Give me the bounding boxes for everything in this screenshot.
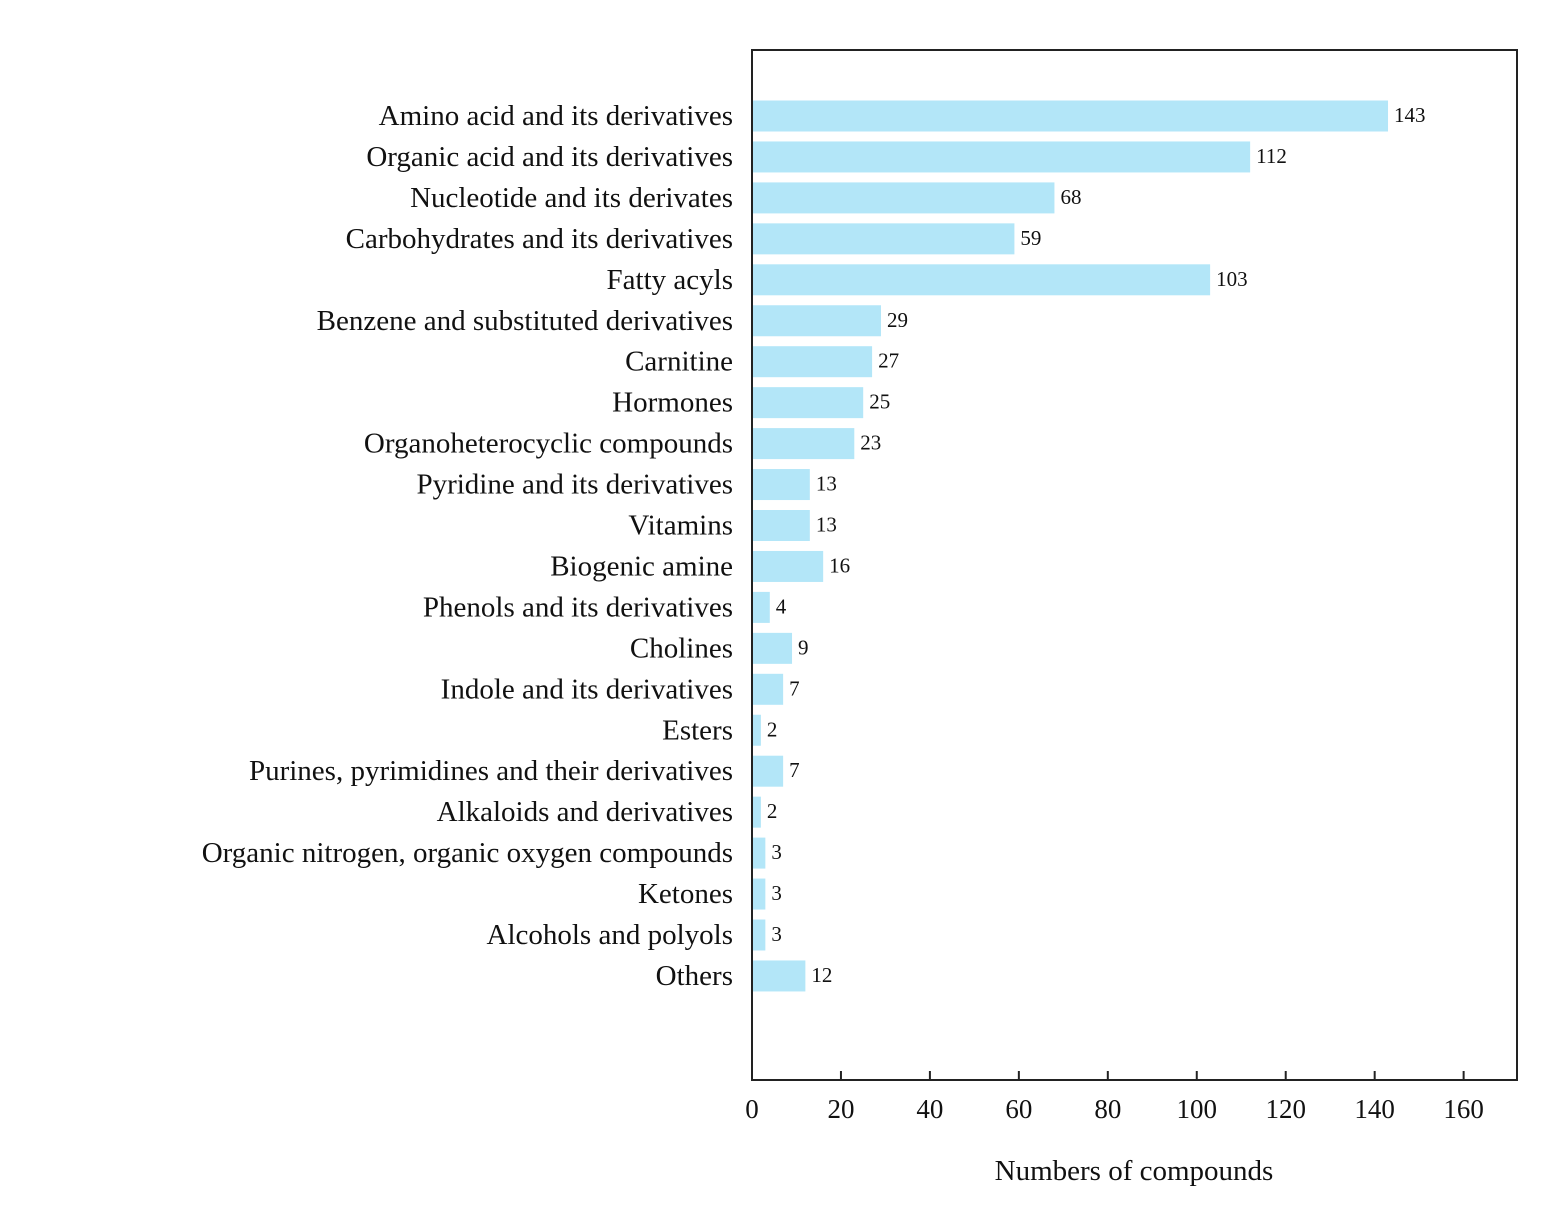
x-axis-ticks-group: 0 20 40 60 80 100 120 140 160 [745,1071,1484,1124]
category-labels-group: Amino acid and its derivatives Organic ac… [202,100,733,992]
bar-value-label: 29 [887,308,908,332]
bar [753,264,1211,296]
bar [753,510,810,541]
bar [753,223,1015,255]
category-label: Nucleotide and its derivates [410,182,733,214]
x-tick-label: 80 [1094,1094,1121,1124]
bar-value-label: 68 [1060,185,1081,209]
bar [753,550,824,582]
bar-value-label: 2 [767,717,778,741]
bar-value-label: 59 [1020,226,1041,250]
x-tick-label: 20 [827,1094,854,1124]
category-label: Amino acid and its derivatives [379,100,733,132]
x-axis-title: Numbers of compounds [995,1155,1274,1187]
bar-value-label: 16 [829,553,850,577]
plot-frame [751,49,1518,1081]
bar-value-label: 103 [1216,267,1248,291]
x-tick-label: 140 [1354,1094,1395,1124]
x-tick-label: 0 [745,1094,759,1124]
bar [753,591,770,623]
category-label: Fatty acyls [607,264,733,296]
bar [753,919,766,951]
category-label: Indole and its derivatives [441,673,733,705]
bar-value-label: 12 [811,963,832,987]
bar [753,428,855,460]
bar [753,878,766,910]
bar-value-label: 112 [1256,144,1287,168]
bar [753,305,881,337]
category-label: Ketones [638,878,733,910]
bar [753,796,761,828]
bar-value-label: 2 [767,799,778,823]
x-tick-label: 60 [1005,1094,1032,1124]
category-label: Biogenic amine [550,550,733,582]
category-label: Organic nitrogen, organic oxygen compoun… [202,837,733,869]
category-label: Benzene and substituted derivatives [317,305,733,337]
bar-value-label: 7 [789,676,800,700]
x-tick-label: 40 [916,1094,943,1124]
bar-value-label: 13 [816,472,837,496]
bar [753,755,784,787]
category-label: Hormones [612,387,733,419]
bar-value-label: 143 [1394,103,1426,127]
bar [753,346,873,378]
category-label: Alcohols and polyols [487,919,734,951]
bar-value-label: 3 [771,840,782,864]
bar-value-label: 9 [798,635,809,659]
category-label: Organoheterocyclic compounds [364,428,733,460]
bar [753,100,1389,132]
bar [753,837,766,869]
bar-value-label: 25 [869,390,890,414]
bar [753,960,806,992]
bar-value-label: 27 [878,349,899,373]
bar [753,673,784,705]
bars-group [753,100,1389,992]
bar-value-label: 13 [816,513,837,537]
bar-value-label: 3 [771,922,782,946]
category-label: Others [656,960,733,992]
x-tick-label: 100 [1177,1094,1218,1124]
category-label: Phenols and its derivatives [423,591,733,623]
bar [753,632,793,664]
bar [753,387,864,419]
category-label: Carbohydrates and its derivatives [346,223,733,255]
bar [753,182,1055,214]
bar [753,714,761,746]
x-tick-label: 120 [1265,1094,1306,1124]
category-label: Cholines [630,632,733,664]
bar-value-label: 23 [860,431,881,455]
bar [753,141,1251,173]
category-label: Alkaloids and derivatives [437,796,733,828]
x-tick-label: 160 [1443,1094,1484,1124]
bar-value-label: 3 [771,881,782,905]
category-label: Esters [662,714,733,746]
category-label: Carnitine [625,346,733,378]
bar-value-label: 7 [789,758,800,782]
bar-value-label: 4 [776,594,787,618]
category-label: Organic acid and its derivatives [366,141,733,173]
category-label: Pyridine and its derivatives [416,469,733,501]
bar [753,469,810,501]
category-label: Vitamins [628,510,733,542]
category-label: Purines, pyrimidines and their derivativ… [249,755,733,787]
